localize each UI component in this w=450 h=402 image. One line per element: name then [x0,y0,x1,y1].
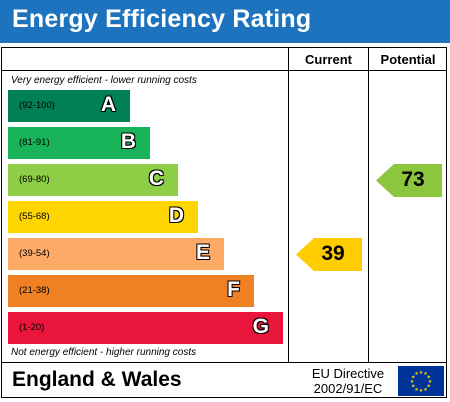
band-letter: G [252,315,269,338]
eu-star-icon: ★ [414,387,419,393]
top-note: Very energy efficient - lower running co… [11,75,197,86]
column-divider-current [288,47,289,363]
rating-frame [1,47,447,398]
band-range: (21-38) [19,285,50,296]
band-range: (69-80) [19,174,50,185]
band-letter: C [148,167,164,190]
region-label: England & Wales [12,368,182,391]
bottom-note: Not energy efficient - higher running co… [11,347,197,358]
eu-star-icon: ★ [427,375,432,381]
band-e: (39-54) E [8,238,224,270]
band-letter: A [100,93,116,116]
current-column-header: Current [305,52,352,67]
band-f: (21-38) F [8,275,254,307]
band-range: (55-68) [19,211,50,222]
eu-stars: ★★★★★★★★★ ★ ★★ [410,370,433,394]
band-a: (92-100) A [8,90,130,122]
band-range: (39-54) [19,248,50,259]
band-range: (81-91) [19,137,50,148]
eu-star-icon: ★ [414,371,419,377]
eu-star-icon: ★ [411,375,416,381]
eu-star-icon: ★ [419,370,424,376]
band-letter: B [120,130,136,153]
band-range: (92-100) [19,100,55,111]
band-range: (1-20) [19,322,45,333]
directive-line1: EU Directive [311,366,385,381]
directive-line2: 2002/91/EC [313,381,383,396]
band-d: (55-68) D [8,201,198,233]
eu-flag-icon: ★ ★ ★ ★ ★ ★ ★ ★ ★ ★ ★ ★ [398,366,444,396]
current-rating-value: 39 [321,242,345,265]
band-letter: E [195,241,210,264]
band-letter: F [227,278,240,301]
band-c: (69-80) C [8,164,178,196]
eu-star-icon: ★ [410,379,415,385]
band-b: (81-91) B [8,127,150,159]
eu-directive: EU Directive 2002/91/EC [308,366,388,396]
eu-star-icon: ★ [427,384,432,390]
chart-title: Energy Efficiency Rating [12,5,312,33]
eu-star-icon: ★ [419,388,424,394]
band-g: (1-20) G [8,312,283,344]
potential-column-header: Potential [380,52,436,67]
eu-star-icon: ★ [423,371,428,377]
column-divider-potential [368,47,369,363]
band-letter: D [168,204,184,227]
footer-divider [1,362,447,363]
title-bar: Energy Efficiency Rating [0,0,450,43]
eu-star-icon: ★ [423,387,428,393]
eu-star-icon: ★ [411,384,416,390]
header-divider [1,70,447,71]
potential-rating-value: 73 [401,168,425,191]
eu-star-icon: ★ [428,379,433,385]
